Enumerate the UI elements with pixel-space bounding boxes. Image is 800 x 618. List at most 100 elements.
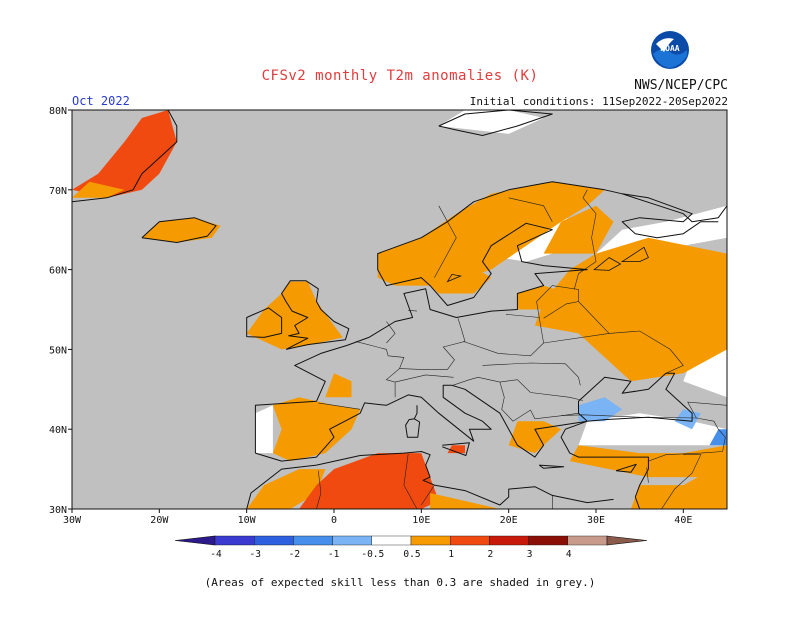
skill-footnote: (Areas of expected skill less than 0.3 a… [204,576,596,589]
coastline-corsica-sardinia [405,405,421,438]
lake-outline [446,273,462,283]
coastline-kola [621,193,719,239]
colorbar-label: 0.5 [403,549,420,560]
anomaly-region-middle-east [630,461,727,509]
lake-outline [620,246,649,263]
country-border [661,454,702,509]
neutral-region-svalbard-white [438,110,544,134]
anomaly-region-greenland-southeast [72,181,125,198]
lon-tick-label: 40E [674,515,692,526]
colorbar-segment [214,535,255,546]
colorbar-segment [293,535,333,546]
country-border [478,377,583,401]
anomaly-region-north-africa-core [299,453,439,509]
anomaly-region-baltic [517,285,570,310]
coastline-cyprus [615,463,637,473]
country-border [578,301,610,334]
colorbar-label: -3 [249,549,260,560]
anomaly-region-scandinavia-north [377,181,605,286]
cold-region-caucasus-cold [709,429,727,446]
lat-tick-label: 40N [49,425,67,436]
country-border [463,314,544,357]
coastline-svalbard [438,110,553,136]
colorbar-label: 1 [448,549,454,560]
initial-conditions: Initial conditions: 11Sep2022-20Sep2022 [469,95,728,108]
colorbar-label: 3 [527,549,533,560]
country-border [399,318,466,370]
colorbar-segment [410,535,451,546]
colorbar-segment [332,535,373,546]
lake-outline [593,257,622,271]
map-title: CFSv2 monthly T2m anomalies (K) [261,68,539,84]
anomaly-region-greenland-east [72,110,177,198]
noaa-logo: NOAA [650,30,690,70]
colorbar-label: 4 [566,549,572,560]
country-border [543,330,684,374]
lat-tick-label: 70N [49,186,67,197]
lat-tick-label: 50N [49,345,67,356]
country-border [573,189,597,290]
colorbar-arrow-high [606,535,648,546]
country-border [508,197,553,222]
neutral-region-iberia-west-white [255,405,273,454]
country-border [687,401,727,419]
colorbar-label: -4 [210,549,222,560]
colorbar-label: -2 [289,549,300,560]
lon-tick-label: 30E [587,515,605,526]
anomaly-region-france-sw [325,373,352,398]
colorbar-segment [371,535,412,546]
lead-month: Oct 2022 [72,94,130,108]
lon-tick-label: 0 [331,515,337,526]
country-border [316,470,322,509]
anomaly-region-british-isles [246,281,343,350]
lon-tick-label: 20W [150,515,169,526]
coastline-caspian [745,377,797,445]
agency-label: NWS/NCEP/CPC [634,78,728,93]
colorbar-label: 2 [488,549,494,560]
country-border [561,414,726,462]
coastline-britain [281,280,350,350]
coastline-iceland [141,217,217,243]
colorbar-arrow-low [174,535,216,546]
neutral-region-russia-north-white [596,205,727,254]
anomaly-region-iceland [141,217,221,243]
coastline-sicily [442,442,470,456]
colorbar: -4 -3 -2 -1 -0.5 0.5 1 2 3 4 [174,535,648,560]
anomaly-region-russia-west [534,237,727,382]
country-border [536,285,579,319]
coastline-north-africa [246,451,614,509]
anomaly-region-iberia [272,397,361,462]
country-border [482,362,581,386]
lon-tick-label: 10E [412,515,430,526]
coastline-europe-south [255,372,693,509]
longitude-axis: 30W 20W 10W 0 10E 20E 30E 40E [63,509,692,526]
country-border [499,382,579,422]
country-border [646,467,649,483]
map-base [72,110,797,509]
lon-tick-label: 20E [500,515,518,526]
colorbar-segment [253,535,294,546]
country-border [421,484,435,506]
colorbar-label: -0.5 [361,549,384,560]
coastline-greenland-coast [72,110,178,203]
country-border [403,453,418,509]
latitude-axis: 80N 70N 60N 50N 40N 30N [49,106,72,516]
colorbar-segment [528,535,568,546]
colorbar-segment [489,535,529,546]
anomaly-region-libya [430,493,500,509]
country-border [452,377,479,386]
coastline-europe-main [254,181,727,454]
lat-tick-label: 30N [49,505,67,516]
anomaly-region-sicily [447,445,465,454]
colorbar-segment [567,535,608,546]
lon-tick-label: 10W [238,515,257,526]
anomaly-region-greece [508,421,562,454]
country-border [318,402,361,410]
colorbar-label: -1 [328,549,340,560]
anomaly-region-finland-east [543,205,614,254]
lat-tick-label: 60N [49,266,67,277]
lat-tick-label: 80N [49,106,67,117]
coastline-crete [538,464,565,469]
colorbar-segment [450,535,490,546]
anomaly-region-north-africa-west [246,469,326,509]
